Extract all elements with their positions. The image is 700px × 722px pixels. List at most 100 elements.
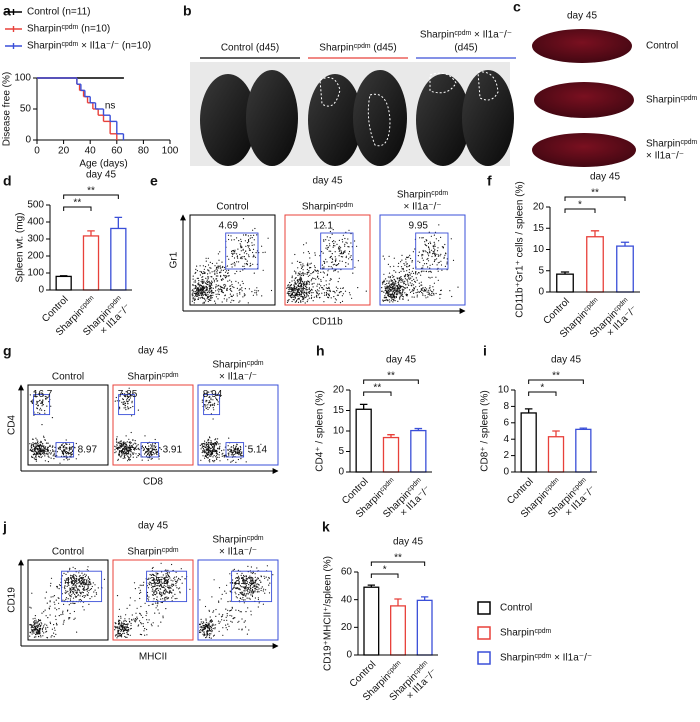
event-dot <box>253 256 254 257</box>
bar <box>83 236 98 290</box>
event-dot <box>215 624 216 625</box>
event-dot <box>229 615 230 616</box>
event-dot <box>413 284 414 285</box>
error-bar <box>552 431 560 437</box>
event-dot <box>218 267 219 268</box>
event-dot <box>176 587 177 588</box>
event-dot <box>302 301 303 302</box>
event-dot <box>194 299 195 300</box>
event-dot <box>56 600 57 601</box>
event-dot <box>243 590 244 591</box>
event-dot <box>429 251 430 252</box>
event-dot <box>220 268 221 269</box>
event-dot <box>221 262 222 263</box>
event-dot <box>446 263 447 264</box>
event-dot <box>39 632 40 633</box>
event-dot <box>153 452 154 453</box>
event-dot <box>250 599 251 600</box>
event-dot <box>200 460 201 461</box>
event-dot <box>207 273 208 274</box>
event-dot <box>402 286 403 287</box>
event-dot <box>307 301 308 302</box>
event-dot <box>307 299 308 300</box>
event-dot <box>233 570 234 571</box>
event-dot <box>240 239 241 240</box>
event-dot <box>157 605 158 606</box>
event-dot <box>91 588 92 589</box>
event-dot <box>159 613 160 614</box>
event-dot <box>156 449 157 450</box>
event-dot <box>115 401 116 402</box>
event-dot <box>219 614 220 615</box>
event-dot <box>344 244 345 245</box>
event-dot <box>139 449 140 450</box>
event-dot <box>204 452 205 453</box>
event-dot <box>221 280 222 281</box>
event-dot <box>212 612 213 613</box>
event-dot <box>395 281 396 282</box>
event-dot <box>350 257 351 258</box>
event-dot <box>235 449 236 450</box>
event-dot <box>222 627 223 628</box>
event-dot <box>410 274 411 275</box>
event-dot <box>219 443 220 444</box>
event-dot <box>401 280 402 281</box>
error-bar <box>394 599 401 606</box>
event-dot <box>411 273 412 274</box>
event-dot <box>193 279 194 280</box>
event-dot <box>129 618 130 619</box>
event-dot <box>72 603 73 604</box>
event-dot <box>149 619 150 620</box>
event-dot <box>345 291 346 292</box>
event-dot <box>251 614 252 615</box>
event-dot <box>234 239 235 240</box>
event-dot <box>420 291 421 292</box>
event-dot <box>429 252 430 253</box>
event-dot <box>411 280 412 281</box>
event-dot <box>443 258 444 259</box>
event-dot <box>182 583 183 584</box>
event-dot <box>415 272 416 273</box>
event-dot <box>409 279 410 280</box>
event-dot <box>440 255 441 256</box>
event-dot <box>393 285 394 286</box>
event-dot <box>451 296 452 297</box>
y-tick-label: 0 <box>538 287 544 298</box>
event-dot <box>250 611 251 612</box>
event-dot <box>390 296 391 297</box>
event-dot <box>214 404 215 405</box>
event-dot <box>391 300 392 301</box>
event-dot <box>345 266 346 267</box>
event-dot <box>401 255 402 256</box>
event-dot <box>302 297 303 298</box>
event-dot <box>218 260 219 261</box>
event-dot <box>54 627 55 628</box>
event-dot <box>340 247 341 248</box>
event-dot <box>310 267 311 268</box>
event-dot <box>34 618 35 619</box>
y-tick-label: 4 <box>503 434 509 445</box>
event-dot <box>62 611 63 612</box>
event-dot <box>335 251 336 252</box>
event-dot <box>247 245 248 246</box>
event-dot <box>262 586 263 587</box>
event-dot <box>387 288 388 289</box>
event-dot <box>223 449 224 450</box>
event-dot <box>222 453 223 454</box>
event-dot <box>392 275 393 276</box>
event-dot <box>157 596 158 597</box>
event-dot <box>116 634 117 635</box>
event-dot <box>457 287 458 288</box>
event-dot <box>118 447 119 448</box>
event-dot <box>208 450 209 451</box>
event-dot <box>330 237 331 238</box>
event-dot <box>383 256 384 257</box>
event-dot <box>392 289 393 290</box>
event-dot <box>444 244 445 245</box>
event-dot <box>43 449 44 450</box>
event-dot <box>306 287 307 288</box>
event-dot <box>130 459 131 460</box>
event-dot <box>335 298 336 299</box>
event-dot <box>313 271 314 272</box>
